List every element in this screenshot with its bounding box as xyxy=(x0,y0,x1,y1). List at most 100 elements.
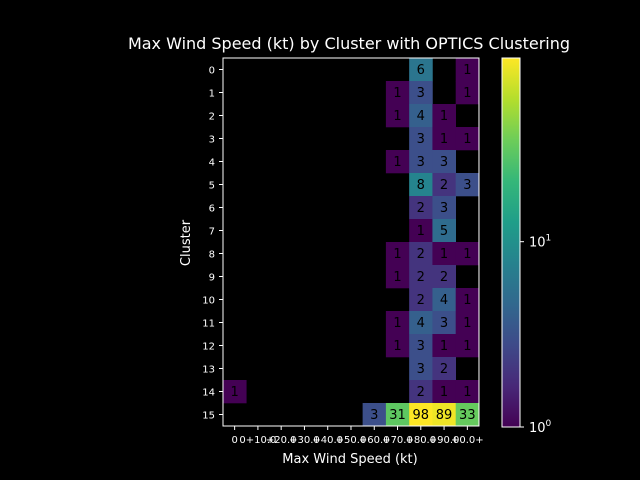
cell-value-label: 3 xyxy=(440,201,448,216)
heatmap-cell xyxy=(455,242,480,266)
heatmap-cell xyxy=(385,265,410,289)
cell-value-label: 1 xyxy=(393,109,401,124)
y-tick-label: 12 xyxy=(202,342,215,353)
heatmap-cell xyxy=(385,334,410,358)
cell-value-label: 98 xyxy=(413,408,430,423)
cell-value-label: 1 xyxy=(230,385,238,400)
heatmap-cell xyxy=(409,104,433,128)
heatmap-cell xyxy=(432,357,456,381)
cell-value-label: 1 xyxy=(393,155,401,170)
cell-value-label: 5 xyxy=(440,224,448,239)
cell-value-label: 1 xyxy=(393,247,401,262)
heatmap-cell xyxy=(409,196,433,220)
cell-value-label: 4 xyxy=(440,293,448,308)
cell-value-label: 89 xyxy=(436,408,453,423)
heatmap-cell xyxy=(409,81,433,105)
cell-value-label: 1 xyxy=(463,339,471,354)
cell-value-label: 1 xyxy=(393,270,401,285)
cell-value-label: 3 xyxy=(417,362,425,377)
cell-value-label: 2 xyxy=(440,178,448,193)
cell-value-label: 1 xyxy=(393,86,401,101)
cell-value-label: 3 xyxy=(417,339,425,354)
cell-value-label: 3 xyxy=(417,86,425,101)
x-tick-label: 0+10.0 xyxy=(239,435,276,446)
y-tick-label: 1 xyxy=(209,89,215,100)
cell-value-label: 2 xyxy=(440,270,448,285)
chart-title: Max Wind Speed (kt) by Cluster with OPTI… xyxy=(128,34,570,53)
cell-value-label: 3 xyxy=(370,408,378,423)
x-tick-label: +0.0+ xyxy=(451,435,484,446)
heatmap-cell xyxy=(385,403,410,427)
x-tick-label: +50.0 xyxy=(336,435,367,446)
cell-value-label: 2 xyxy=(417,270,425,285)
heatmap-cell xyxy=(432,311,456,335)
y-tick-label: 13 xyxy=(202,365,215,376)
heatmap-cell xyxy=(409,150,433,174)
cell-value-label: 2 xyxy=(417,201,425,216)
y-tick-label: 15 xyxy=(202,411,215,422)
cell-value-label: 3 xyxy=(417,132,425,147)
heatmap-cell xyxy=(223,380,247,404)
cell-value-label: 1 xyxy=(440,339,448,354)
cell-value-label: 8 xyxy=(417,178,425,193)
heatmap-cell xyxy=(385,150,410,174)
cell-value-label: 2 xyxy=(417,293,425,308)
cell-value-label: 1 xyxy=(393,339,401,354)
heatmap-cell xyxy=(455,173,480,197)
heatmap-cell xyxy=(409,242,433,266)
heatmap-cell xyxy=(455,403,480,427)
heatmap-cell xyxy=(385,104,410,128)
cell-value-label: 3 xyxy=(463,178,471,193)
cell-value-label: 6 xyxy=(417,63,425,78)
cell-value-label: 1 xyxy=(463,132,471,147)
heatmap-cell xyxy=(432,242,456,266)
y-tick-label: 10 xyxy=(202,296,215,307)
heatmap-cell xyxy=(385,81,410,105)
cell-value-label: 1 xyxy=(440,247,448,262)
cell-value-label: 2 xyxy=(417,247,425,262)
x-tick-label: 0 xyxy=(231,435,237,446)
cell-value-label: 1 xyxy=(463,86,471,101)
heatmap-cell xyxy=(409,265,433,289)
heatmap-cell xyxy=(432,288,456,312)
heatmap-cell xyxy=(409,127,433,151)
cell-value-label: 1 xyxy=(393,316,401,331)
heatmap-cell xyxy=(409,311,433,335)
cell-value-label: 33 xyxy=(459,408,476,423)
cell-value-label: 3 xyxy=(440,155,448,170)
y-tick-label: 8 xyxy=(209,250,215,261)
heatmap-cell xyxy=(455,334,480,358)
heatmap-cell xyxy=(409,173,433,197)
cell-value-label: 1 xyxy=(440,385,448,400)
heatmap-cell xyxy=(455,288,480,312)
y-tick-label: 5 xyxy=(209,181,215,192)
heatmap-cell xyxy=(385,311,410,335)
x-ticks: 0 0+10.0+20.0+30.0+40.0+50.0+60.0+70.0+80… xyxy=(231,426,484,446)
colorbar-tick-label: 101 xyxy=(529,234,551,251)
x-tick-label: +30.0 xyxy=(289,435,320,446)
x-tick-label: +20.0 xyxy=(266,435,297,446)
y-tick-label: 9 xyxy=(209,273,215,284)
cell-value-label: 1 xyxy=(463,385,471,400)
y-tick-label: 14 xyxy=(202,388,215,399)
heatmap-cell xyxy=(409,334,433,358)
y-tick-label: 11 xyxy=(202,319,215,330)
heatmap-cell xyxy=(455,127,480,151)
cell-value-label: 1 xyxy=(463,316,471,331)
colorbar-gradient xyxy=(501,57,521,428)
heatmap-cell xyxy=(432,403,456,427)
heatmap-cell xyxy=(432,265,456,289)
x-tick-label: +60.0 xyxy=(359,435,390,446)
heatmap-cell xyxy=(432,127,456,151)
heatmap-cell xyxy=(409,380,433,404)
cell-value-label: 3 xyxy=(417,155,425,170)
cell-value-label: 4 xyxy=(417,109,425,124)
cell-value-label: 1 xyxy=(463,293,471,308)
y-tick-label: 6 xyxy=(209,204,215,215)
y-tick-label: 3 xyxy=(209,135,215,146)
heatmap-cell xyxy=(432,173,456,197)
heatmap-cell xyxy=(409,403,433,427)
cell-value-label: 1 xyxy=(417,224,425,239)
heatmap-cell xyxy=(455,58,480,82)
